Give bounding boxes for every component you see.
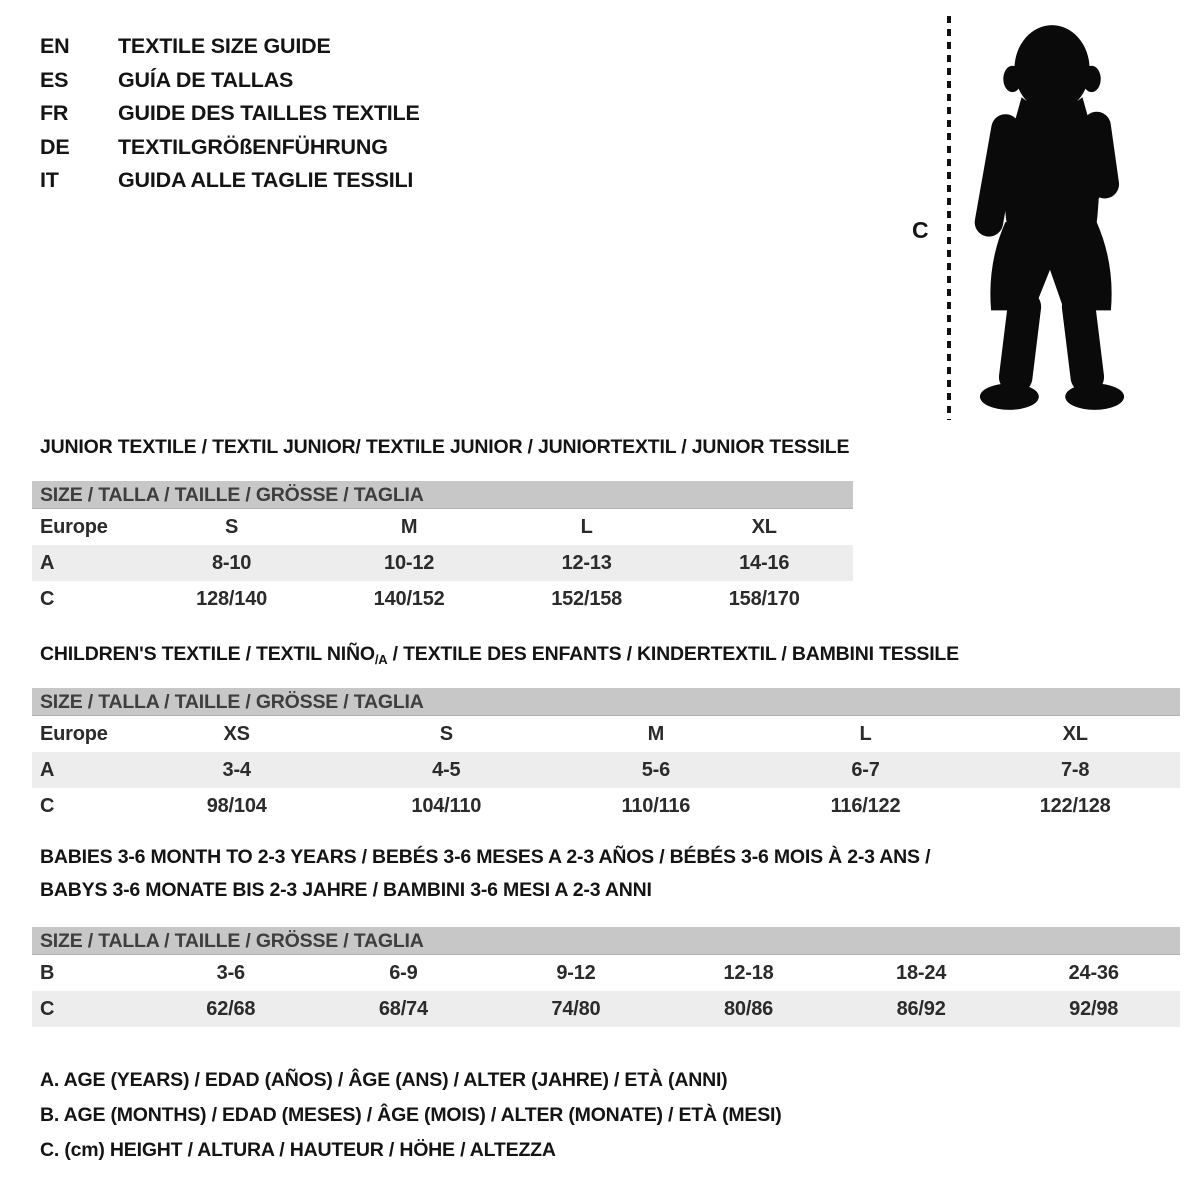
size-cell: XS bbox=[223, 722, 250, 745]
months-cell: 24-36 bbox=[1068, 961, 1119, 984]
children-row-age: A 3-4 4-5 5-6 6-7 7-8 bbox=[32, 752, 1180, 788]
children-row-height: C 98/104 104/110 110/116 116/122 122/128 bbox=[32, 788, 1180, 824]
language-title-list: EN TEXTILE SIZE GUIDE ES GUÍA DE TALLAS … bbox=[40, 30, 420, 198]
measurement-legend: A. AGE (YEARS) / EDAD (AÑOS) / ÂGE (ANS)… bbox=[40, 1063, 782, 1167]
junior-table-grid: Europe S M L XL A 8-10 10-12 12-13 14-16… bbox=[32, 509, 853, 617]
babies-section-heading: BABIES 3-6 MONTH TO 2-3 YEARS / BEBÉS 3-… bbox=[40, 841, 1040, 906]
height-cell: 152/158 bbox=[551, 587, 623, 610]
babies-row-months: B 3-6 6-9 9-12 12-18 18-24 24-36 bbox=[32, 955, 1180, 991]
size-cell: S bbox=[439, 722, 453, 745]
junior-row-europe: Europe S M L XL bbox=[32, 509, 853, 545]
language-code: FR bbox=[40, 101, 69, 126]
size-header-bar: SIZE / TALLA / TAILLE / GRÖSSE / TAGLIA bbox=[32, 688, 1180, 716]
age-cell: 6-7 bbox=[851, 758, 880, 781]
size-cell: M bbox=[647, 722, 665, 745]
language-code: EN bbox=[40, 34, 70, 59]
months-cell: 18-24 bbox=[896, 961, 947, 984]
babies-row-height: C 62/68 68/74 74/80 80/86 86/92 92/98 bbox=[32, 991, 1180, 1027]
row-label: C bbox=[40, 794, 55, 817]
babies-heading-line1: BABIES 3-6 MONTH TO 2-3 YEARS / BEBÉS 3-… bbox=[40, 846, 931, 868]
height-cell: 80/86 bbox=[724, 997, 774, 1020]
age-cell: 14-16 bbox=[739, 551, 790, 574]
age-cell: 7-8 bbox=[1061, 758, 1090, 781]
junior-row-age: A 8-10 10-12 12-13 14-16 bbox=[32, 545, 853, 581]
size-cell: XL bbox=[1062, 722, 1088, 745]
children-row-europe: Europe XS S M L XL bbox=[32, 716, 1180, 752]
height-cell: 158/170 bbox=[728, 587, 800, 610]
height-measure-line bbox=[947, 16, 951, 420]
size-header-bar: SIZE / TALLA / TAILLE / GRÖSSE / TAGLIA bbox=[32, 481, 853, 509]
language-code: ES bbox=[40, 67, 69, 92]
row-label: C bbox=[40, 997, 55, 1020]
junior-section-heading: JUNIOR TEXTILE / TEXTIL JUNIOR/ TEXTILE … bbox=[40, 436, 850, 458]
size-cell: XL bbox=[751, 515, 777, 538]
age-cell: 8-10 bbox=[211, 551, 252, 574]
language-code: IT bbox=[40, 168, 59, 193]
height-cell: 128/140 bbox=[196, 587, 268, 610]
children-size-table: SIZE / TALLA / TAILLE / GRÖSSE / TAGLIA … bbox=[32, 688, 1180, 824]
age-cell: 12-13 bbox=[561, 551, 612, 574]
size-cell: L bbox=[580, 515, 593, 538]
language-title: GUIDA ALLE TAGLIE TESSILI bbox=[118, 168, 414, 193]
babies-size-table: SIZE / TALLA / TAILLE / GRÖSSE / TAGLIA … bbox=[32, 927, 1180, 1027]
babies-heading-line2: BABYS 3-6 MONATE BIS 2-3 JAHRE / BAMBINI… bbox=[40, 878, 652, 901]
toddler-silhouette-icon bbox=[974, 25, 1125, 410]
row-label: A bbox=[40, 758, 55, 781]
height-cell: 74/80 bbox=[551, 997, 601, 1020]
height-cell: 104/110 bbox=[411, 794, 482, 817]
language-row-fr: FR GUIDE DES TAILLES TEXTILE bbox=[40, 97, 420, 131]
age-cell: 10-12 bbox=[384, 551, 435, 574]
height-cell: 110/116 bbox=[621, 794, 691, 817]
row-label: Europe bbox=[40, 515, 108, 538]
row-label: A bbox=[40, 551, 55, 574]
size-cell: L bbox=[859, 722, 872, 745]
row-label: C bbox=[40, 587, 55, 610]
language-title: TEXTILE SIZE GUIDE bbox=[118, 34, 331, 59]
language-row-es: ES GUÍA DE TALLAS bbox=[40, 64, 420, 98]
children-heading-sub: /A bbox=[374, 652, 388, 667]
age-cell: 5-6 bbox=[641, 758, 671, 781]
language-row-de: DE TEXTILGRÖßENFÜHRUNG bbox=[40, 131, 420, 165]
children-heading-text: / TEXTILE DES ENFANTS / KINDERTEXTIL / B… bbox=[387, 643, 960, 665]
junior-size-table: SIZE / TALLA / TAILLE / GRÖSSE / TAGLIA … bbox=[32, 481, 853, 617]
height-cell: 122/128 bbox=[1039, 794, 1111, 817]
size-cell: M bbox=[400, 515, 418, 538]
months-cell: 12-18 bbox=[723, 961, 774, 984]
legend-line-b: B. AGE (MONTHS) / EDAD (MESES) / ÂGE (MO… bbox=[40, 1103, 782, 1126]
children-heading-text: CHILDREN'S TEXTILE / TEXTIL NIÑO bbox=[40, 643, 375, 665]
months-cell: 9-12 bbox=[556, 961, 596, 984]
height-measure-label: C bbox=[912, 217, 929, 243]
height-cell: 62/68 bbox=[206, 997, 256, 1020]
language-title: TEXTILGRÖßENFÜHRUNG bbox=[118, 134, 388, 159]
row-label: B bbox=[40, 961, 55, 984]
language-title: GUÍA DE TALLAS bbox=[118, 67, 294, 92]
months-cell: 6-9 bbox=[389, 961, 418, 984]
age-cell: 4-5 bbox=[432, 758, 461, 781]
children-section-heading: CHILDREN'S TEXTILE / TEXTIL NIÑO/A / TEX… bbox=[40, 643, 959, 667]
height-cell: 140/152 bbox=[373, 587, 445, 610]
size-cell: S bbox=[225, 515, 239, 538]
height-cell: 92/98 bbox=[1069, 997, 1119, 1020]
height-cell: 116/122 bbox=[830, 794, 901, 817]
language-title: GUIDE DES TAILLES TEXTILE bbox=[118, 101, 420, 126]
height-cell: 68/74 bbox=[378, 997, 428, 1020]
height-cell: 86/92 bbox=[896, 997, 946, 1020]
language-code: DE bbox=[40, 134, 70, 159]
legend-line-a: A. AGE (YEARS) / EDAD (AÑOS) / ÂGE (ANS)… bbox=[40, 1069, 728, 1091]
children-table-grid: Europe XS S M L XL A 3-4 4-5 5-6 6-7 7-8… bbox=[32, 716, 1180, 824]
size-header-bar: SIZE / TALLA / TAILLE / GRÖSSE / TAGLIA bbox=[32, 927, 1180, 955]
height-cell: 98/104 bbox=[206, 794, 267, 817]
age-cell: 3-4 bbox=[222, 758, 252, 781]
row-label: Europe bbox=[40, 722, 108, 745]
junior-row-height: C 128/140 140/152 152/158 158/170 bbox=[32, 581, 853, 617]
months-cell: 3-6 bbox=[216, 961, 246, 984]
language-row-it: IT GUIDA ALLE TAGLIE TESSILI bbox=[40, 164, 420, 198]
language-row-en: EN TEXTILE SIZE GUIDE bbox=[40, 30, 420, 64]
legend-line-c: C. (cm) HEIGHT / ALTURA / HAUTEUR / HÖHE… bbox=[40, 1138, 556, 1161]
babies-table-grid: B 3-6 6-9 9-12 12-18 18-24 24-36 C 62/68… bbox=[32, 955, 1180, 1027]
